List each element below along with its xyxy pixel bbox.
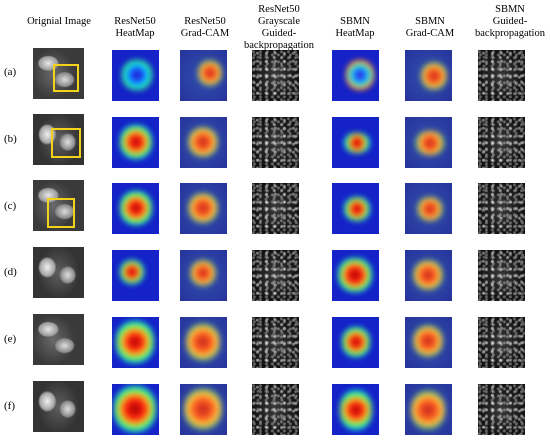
sbmn-guided-d (478, 250, 525, 301)
sbmn-gradcam-e (405, 317, 452, 368)
sbmn-guided-b (478, 117, 525, 168)
resnet50-gradcam-c (180, 183, 227, 234)
roi-box-b (51, 128, 81, 158)
resnet50-guided-b (252, 117, 299, 168)
resnet50-guided-d (252, 250, 299, 301)
row-label-e: (e) (4, 333, 17, 345)
original-image-f (33, 381, 84, 432)
sbmn-heatmap-a (332, 50, 379, 101)
resnet50-gradcam-e (180, 317, 227, 368)
sbmn-guided-f (478, 384, 525, 435)
header-resnet50-heatmap: ResNet50 HeatMap (114, 16, 156, 39)
row-label-a: (a) (4, 66, 17, 78)
roi-box-a (53, 64, 79, 92)
header-resnet50-gradcam: ResNet50 Grad-CAM (180, 16, 230, 39)
resnet50-guided-c (252, 183, 299, 234)
header-resnet50-guided: ResNet50 Grayscale Guided- backpropagati… (244, 4, 314, 51)
resnet50-gradcam-d (180, 250, 227, 301)
sbmn-gradcam-c (405, 183, 452, 234)
original-image-a (33, 48, 84, 99)
row-label-b: (b) (4, 133, 17, 145)
resnet50-gradcam-f (180, 384, 227, 435)
resnet50-guided-f (252, 384, 299, 435)
resnet50-heatmap-f (112, 384, 159, 435)
sbmn-guided-a (478, 50, 525, 101)
sbmn-heatmap-d (332, 250, 379, 301)
sbmn-heatmap-f (332, 384, 379, 435)
original-image-e (33, 314, 84, 365)
header-sbmn-gradcam: SBMN Grad-CAM (405, 16, 455, 39)
row-label-c: (c) (4, 200, 17, 212)
resnet50-guided-e (252, 317, 299, 368)
sbmn-gradcam-d (405, 250, 452, 301)
sbmn-guided-c (478, 183, 525, 234)
resnet50-heatmap-e (112, 317, 159, 368)
sbmn-heatmap-c (332, 183, 379, 234)
sbmn-gradcam-f (405, 384, 452, 435)
header-original-image: Orignial Image (27, 16, 91, 27)
row-label-f: (f) (4, 400, 15, 412)
sbmn-heatmap-b (332, 117, 379, 168)
resnet50-heatmap-a (112, 50, 159, 101)
resnet50-gradcam-b (180, 117, 227, 168)
sbmn-gradcam-a (405, 50, 452, 101)
sbmn-heatmap-e (332, 317, 379, 368)
original-image-d (33, 247, 84, 298)
resnet50-gradcam-a (180, 50, 227, 101)
sbmn-guided-e (478, 317, 525, 368)
resnet50-heatmap-d (112, 250, 159, 301)
sbmn-gradcam-b (405, 117, 452, 168)
row-label-d: (d) (4, 266, 17, 278)
resnet50-guided-a (252, 50, 299, 101)
original-image-c (33, 180, 84, 231)
resnet50-heatmap-b (112, 117, 159, 168)
header-sbmn-guided: SBMN Guided- backpropagation (475, 4, 545, 39)
header-sbmn-heatmap: SBMN HeatMap (335, 16, 375, 39)
original-image-b (33, 114, 84, 165)
resnet50-heatmap-c (112, 183, 159, 234)
roi-box-c (47, 198, 75, 228)
